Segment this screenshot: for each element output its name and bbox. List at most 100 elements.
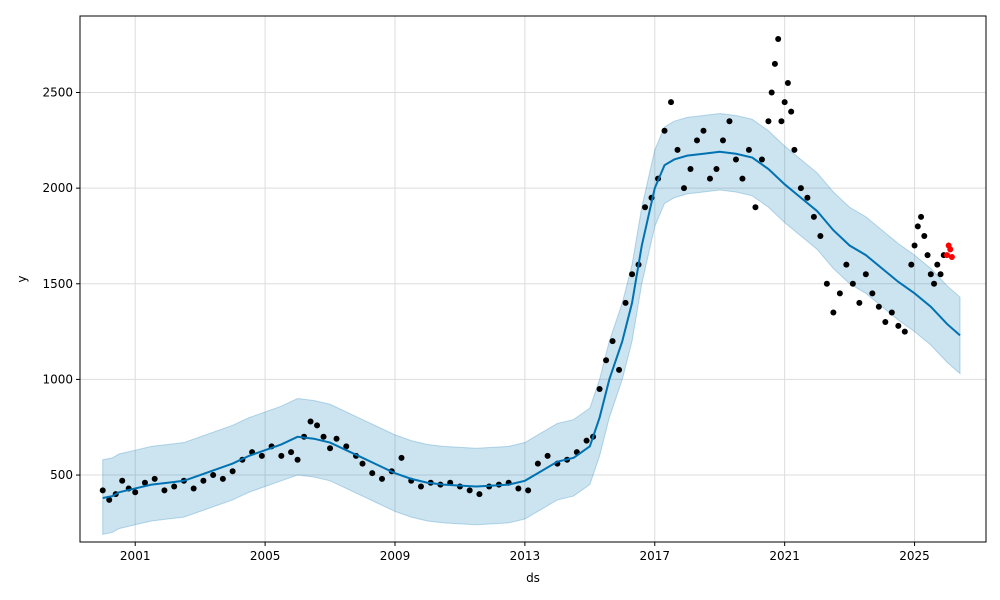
observed-point bbox=[797, 185, 804, 192]
x-tick-label: 2005 bbox=[250, 549, 281, 563]
observed-point bbox=[810, 213, 817, 220]
observed-point bbox=[99, 487, 106, 494]
observed-point bbox=[668, 99, 675, 106]
observed-point bbox=[921, 232, 928, 239]
observed-point bbox=[836, 290, 843, 297]
x-tick-label: 2001 bbox=[120, 549, 151, 563]
observed-point bbox=[830, 309, 837, 316]
x-tick-label: 2013 bbox=[510, 549, 541, 563]
observed-point bbox=[307, 418, 314, 425]
observed-point bbox=[758, 156, 765, 163]
observed-point bbox=[525, 487, 532, 494]
observed-point bbox=[817, 232, 824, 239]
observed-point bbox=[775, 35, 782, 42]
observed-point bbox=[700, 127, 707, 134]
observed-point bbox=[171, 483, 178, 490]
observed-point bbox=[687, 166, 694, 173]
uncertainty-band bbox=[102, 113, 961, 535]
observed-point bbox=[713, 166, 720, 173]
observed-point bbox=[765, 118, 772, 125]
observed-points bbox=[99, 35, 947, 503]
observed-point bbox=[931, 280, 938, 287]
observed-point bbox=[583, 437, 590, 444]
observed-point bbox=[706, 175, 713, 182]
observed-point bbox=[210, 472, 217, 479]
observed-point bbox=[788, 108, 795, 115]
observed-point bbox=[895, 322, 902, 329]
observed-point bbox=[398, 454, 405, 461]
observed-point bbox=[476, 491, 483, 498]
observed-point bbox=[771, 60, 778, 67]
observed-point bbox=[333, 435, 340, 442]
observed-point bbox=[200, 477, 207, 484]
observed-point bbox=[369, 470, 376, 477]
observed-point bbox=[190, 485, 197, 492]
observed-point bbox=[693, 137, 700, 144]
y-tick-label: 2000 bbox=[42, 181, 73, 195]
x-axis-ticks: 2001 2005 2009 2013 2017 2021 2025 bbox=[120, 542, 930, 563]
observed-point bbox=[229, 468, 236, 475]
observed-point bbox=[862, 271, 869, 278]
observed-point bbox=[681, 185, 687, 192]
observed-point bbox=[732, 156, 739, 163]
x-tick-label: 2021 bbox=[769, 549, 800, 563]
observed-point bbox=[791, 146, 798, 153]
observed-point bbox=[908, 261, 915, 268]
observed-point bbox=[934, 261, 941, 268]
y-axis-label: y bbox=[15, 275, 29, 282]
observed-point bbox=[937, 271, 944, 278]
observed-point bbox=[379, 475, 385, 482]
plot-frame bbox=[79, 15, 987, 543]
observed-point bbox=[622, 299, 629, 306]
observed-point bbox=[219, 475, 226, 482]
observed-point bbox=[151, 475, 158, 482]
observed-point bbox=[719, 137, 726, 144]
observed-point bbox=[596, 385, 603, 392]
observed-point bbox=[911, 242, 918, 249]
test-point bbox=[948, 254, 955, 261]
observed-point bbox=[804, 194, 811, 201]
test-points bbox=[944, 242, 955, 261]
observed-point bbox=[843, 261, 850, 268]
observed-point bbox=[132, 489, 139, 496]
observed-point bbox=[674, 146, 681, 153]
observed-point bbox=[106, 496, 113, 503]
observed-point bbox=[882, 319, 889, 326]
observed-point bbox=[466, 487, 473, 494]
x-tick-label: 2009 bbox=[380, 549, 411, 563]
observed-point bbox=[918, 213, 925, 220]
observed-point bbox=[856, 299, 863, 306]
x-tick-label: 2025 bbox=[899, 549, 930, 563]
observed-point bbox=[359, 460, 366, 467]
observed-point bbox=[417, 483, 424, 490]
observed-point bbox=[288, 449, 295, 456]
y-axis-ticks: 500 1000 1500 2000 2500 bbox=[42, 86, 80, 482]
observed-point bbox=[726, 118, 733, 125]
observed-point bbox=[258, 452, 265, 459]
observed-point bbox=[141, 479, 148, 486]
observed-point bbox=[823, 280, 830, 287]
observed-point bbox=[739, 175, 746, 182]
y-tick-label: 1000 bbox=[42, 372, 73, 386]
observed-point bbox=[161, 487, 168, 494]
observed-point bbox=[544, 452, 551, 459]
observed-point bbox=[901, 328, 908, 335]
observed-point bbox=[888, 309, 895, 316]
forecast-line bbox=[102, 150, 961, 499]
y-tick-label: 2500 bbox=[42, 86, 73, 100]
observed-point bbox=[768, 89, 775, 96]
observed-point bbox=[343, 443, 350, 450]
observed-point bbox=[314, 422, 321, 429]
observed-point bbox=[515, 485, 522, 492]
observed-point bbox=[778, 118, 785, 125]
observed-point bbox=[849, 280, 856, 287]
observed-point bbox=[781, 99, 788, 106]
observed-point bbox=[534, 460, 541, 467]
observed-point bbox=[294, 456, 301, 463]
observed-point bbox=[119, 477, 126, 484]
x-tick-label: 2017 bbox=[640, 549, 671, 563]
observed-point bbox=[603, 357, 610, 364]
observed-point bbox=[642, 204, 649, 211]
observed-point bbox=[327, 445, 334, 452]
